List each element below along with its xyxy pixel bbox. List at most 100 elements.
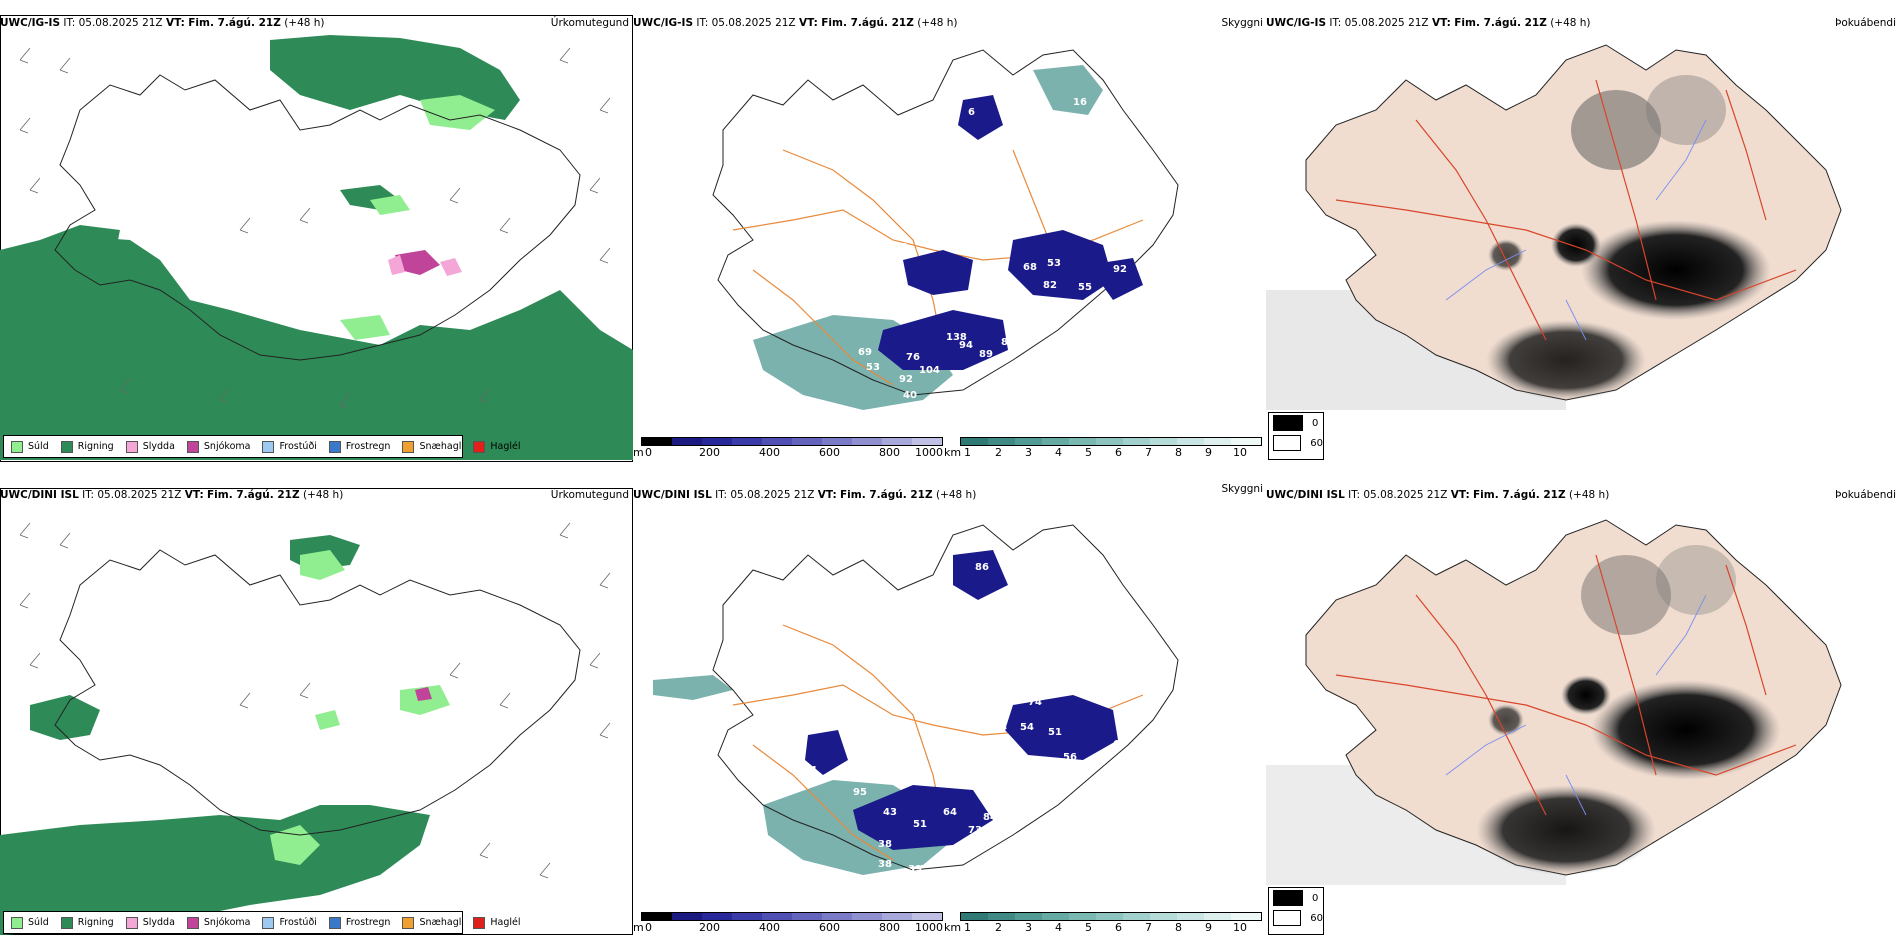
visibility-tick: 2 bbox=[995, 446, 1002, 459]
visibility-tick: 6 bbox=[1115, 921, 1122, 934]
legend-swatch bbox=[186, 916, 199, 929]
ceiling-label: 104 bbox=[919, 365, 940, 376]
fog-index-panel-top: UWC/IG-IS IT: 05.08.2025 21Z VT: Fim. 7.… bbox=[1266, 0, 1900, 475]
visibility-tick: 5 bbox=[1085, 446, 1092, 459]
legend-item: Snæhagl bbox=[402, 916, 461, 929]
precip-legend: Súld Rigning Slydda Snjókoma Frostúði Fr… bbox=[3, 435, 521, 458]
legend-item: Haglél bbox=[473, 440, 521, 453]
panel-title: Úrkomutegund bbox=[550, 17, 629, 29]
legend-swatch bbox=[328, 916, 341, 929]
legend-item: Frostúði bbox=[262, 440, 317, 453]
ceiling-tick: 400 bbox=[759, 446, 780, 459]
legend-item: Slydda bbox=[125, 916, 175, 929]
visibility-ceiling-panel-top: 16 102 76 6 43 77 57 64 43 68 53 82 55 9… bbox=[633, 0, 1266, 475]
fog-map bbox=[1266, 44, 1842, 410]
legend-item: Frostúði bbox=[262, 916, 317, 929]
ceiling-value-labels: 86 87 67 148 74 47 64 54 51 56 51 60 74 … bbox=[803, 562, 1127, 875]
visibility-map: 16 102 76 6 43 77 57 64 43 68 53 82 55 9… bbox=[712, 49, 1179, 410]
ceiling-label: 68 bbox=[1023, 262, 1037, 273]
fog-index-panel-bottom: UWC/DINI ISL IT: 05.08.2025 21Z VT: Fim.… bbox=[1266, 475, 1900, 950]
panel-header: UWC/IG-IS IT: 05.08.2025 21Z VT: Fim. 7.… bbox=[0, 17, 325, 29]
ceiling-label: 92 bbox=[1113, 264, 1127, 275]
ceiling-label: 74 bbox=[803, 765, 817, 776]
ceiling-tick: 400 bbox=[759, 921, 780, 934]
snow-areas bbox=[415, 687, 432, 701]
visibility-tick: 9 bbox=[1205, 921, 1212, 934]
visibility-tick: 4 bbox=[1055, 446, 1062, 459]
ceiling-label: 54 bbox=[1020, 722, 1034, 733]
ceiling-tick: 800 bbox=[879, 446, 900, 459]
legend-swatch bbox=[11, 916, 23, 929]
visibility-tick: 8 bbox=[1175, 921, 1182, 934]
legend-swatch bbox=[125, 916, 138, 929]
visibility-unit: km bbox=[944, 446, 962, 459]
visibility-tick: 1 bbox=[964, 921, 971, 934]
legend-swatch bbox=[262, 440, 275, 453]
ceiling-label: 84 bbox=[983, 812, 997, 823]
panel-title: Úrkomutegund bbox=[550, 489, 629, 501]
precip-type-panel-top: UWC/IG-IS IT: 05.08.2025 21Z VT: Fim. 7.… bbox=[0, 0, 633, 475]
ceiling-label: 82 bbox=[1043, 280, 1057, 291]
legend-swatch bbox=[473, 916, 486, 929]
fog-legend-swatch bbox=[1273, 435, 1302, 451]
ceiling-label: 6 bbox=[968, 107, 975, 118]
legend-item: Slydda bbox=[125, 440, 175, 453]
ceiling-label: 51 bbox=[1091, 757, 1105, 768]
legend-swatch bbox=[11, 440, 23, 453]
legend-item: Rigning bbox=[60, 916, 114, 929]
panel-header: UWC/IG-IS IT: 05.08.2025 21Z VT: Fim. 7.… bbox=[633, 17, 958, 29]
ceiling-label: 38 bbox=[878, 859, 892, 870]
ceiling-label: 83 bbox=[1001, 337, 1015, 348]
ceiling-label: 43 bbox=[943, 237, 957, 248]
ceiling-label: 102 bbox=[1091, 122, 1112, 133]
precip-type-panel-bottom: UWC/DINI ISL IT: 05.08.2025 21Z VT: Fim.… bbox=[0, 475, 633, 950]
ceiling-label: 77 bbox=[1053, 212, 1067, 223]
ceiling-label: 95 bbox=[853, 787, 867, 798]
ceiling-label: 57 bbox=[893, 242, 907, 253]
panel-title: Þokuábendi bbox=[1835, 17, 1896, 29]
fog-areas bbox=[1486, 75, 1771, 400]
iceland-coastline bbox=[712, 49, 1179, 396]
panel-frame bbox=[0, 488, 633, 935]
fog-legend-swatch bbox=[1273, 415, 1303, 431]
ceiling-label: 53 bbox=[866, 362, 880, 373]
legend-swatch bbox=[328, 440, 341, 453]
river-network bbox=[1445, 594, 1707, 816]
ceiling-label: 40 bbox=[903, 390, 917, 401]
legend-swatch bbox=[402, 440, 415, 453]
fog-legend-item: 0 bbox=[1273, 413, 1323, 433]
fog-legend: 0 60 bbox=[1268, 887, 1324, 935]
visibility-tick: 3 bbox=[1025, 446, 1032, 459]
visibility-colorbar bbox=[960, 437, 1262, 446]
ceiling-value-labels: 16 102 76 6 43 77 57 64 43 68 53 82 55 9… bbox=[858, 97, 1127, 401]
visibility-tick: 10 bbox=[1233, 921, 1247, 934]
road-network bbox=[1335, 554, 1797, 816]
fog-legend-item: 60 bbox=[1273, 908, 1323, 928]
ceiling-tick: 1000 bbox=[915, 921, 943, 934]
precip-legend: Súld Rigning Slydda Snjókoma Frostúði Fr… bbox=[3, 911, 521, 934]
panel-header: UWC/DINI ISL IT: 05.08.2025 21Z VT: Fim.… bbox=[1266, 489, 1610, 501]
ceiling-tick: 200 bbox=[699, 921, 720, 934]
ceiling-label: 76 bbox=[906, 352, 920, 363]
visibility-tick: 7 bbox=[1145, 921, 1152, 934]
ceiling-label: 53 bbox=[1047, 258, 1061, 269]
ceiling-tick: 800 bbox=[879, 921, 900, 934]
panel-frame bbox=[0, 15, 633, 462]
road-network bbox=[1335, 79, 1797, 341]
visibility-tick: 1 bbox=[964, 446, 971, 459]
ceiling-label: 92 bbox=[899, 374, 913, 385]
panel-header: UWC/IG-IS IT: 05.08.2025 21Z VT: Fim. 7.… bbox=[1266, 17, 1591, 29]
sleet-areas bbox=[388, 255, 462, 276]
precip-type-map bbox=[0, 522, 611, 935]
panel-header: UWC/DINI ISL IT: 05.08.2025 21Z VT: Fim.… bbox=[0, 489, 344, 501]
ceiling-colorbar bbox=[641, 912, 943, 921]
visibility-unit: km bbox=[944, 921, 962, 934]
snow-areas bbox=[395, 250, 440, 275]
visibility-tick: 2 bbox=[995, 921, 1002, 934]
ceiling-label: 55 bbox=[1078, 282, 1092, 293]
ceiling-tick: 200 bbox=[699, 446, 720, 459]
legend-item: Súld bbox=[11, 440, 49, 453]
ceiling-label: 148 bbox=[815, 722, 836, 733]
ceiling-label: 38 bbox=[878, 839, 892, 850]
ceiling-label: 47 bbox=[915, 704, 929, 715]
